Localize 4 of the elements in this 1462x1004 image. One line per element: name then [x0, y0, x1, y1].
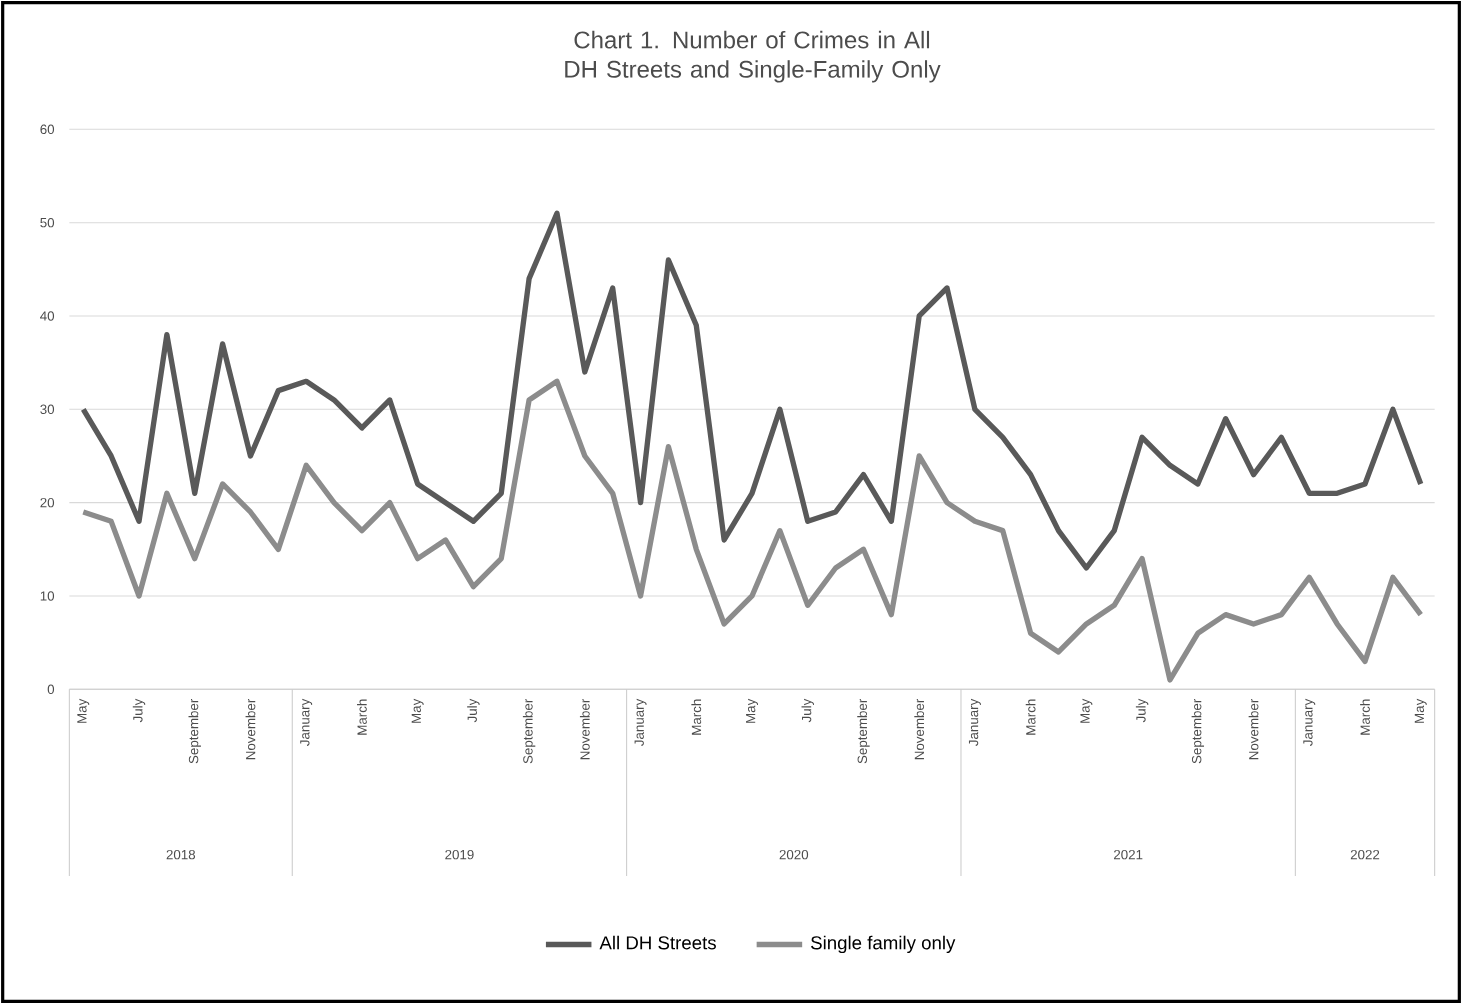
- legend-label: All DH Streets: [599, 935, 716, 950]
- legend-label: Single family only: [811, 935, 956, 954]
- chart-title: Chart 1. Number of Crimes in All DH Streets and Single-Family Only: [565, 30, 941, 83]
- line-series: [80, 378, 1424, 683]
